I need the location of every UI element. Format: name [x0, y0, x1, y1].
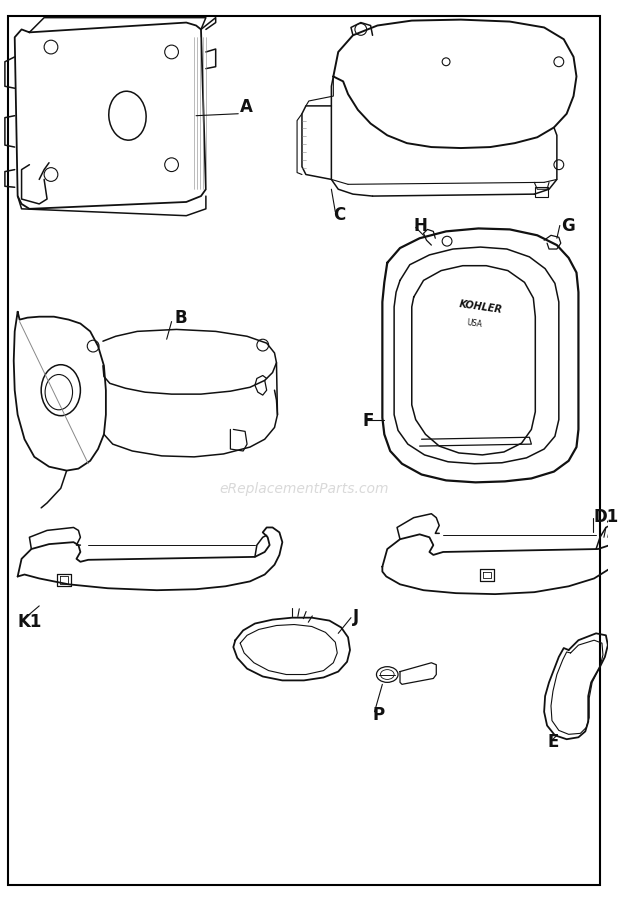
Text: H: H	[414, 217, 428, 235]
Text: USA: USA	[466, 318, 482, 329]
Text: C: C	[334, 206, 345, 224]
Text: G: G	[561, 217, 575, 235]
Text: eReplacementParts.com: eReplacementParts.com	[219, 482, 389, 496]
Bar	[535, 188, 548, 198]
Text: D1: D1	[593, 507, 618, 525]
Text: KOHLER: KOHLER	[459, 299, 503, 315]
Text: F: F	[363, 411, 374, 429]
Text: J: J	[353, 607, 359, 625]
Text: K1: K1	[17, 612, 42, 630]
Text: P: P	[373, 705, 384, 723]
Text: E: E	[547, 732, 559, 750]
Text: B: B	[174, 308, 187, 327]
Text: A: A	[240, 97, 253, 115]
